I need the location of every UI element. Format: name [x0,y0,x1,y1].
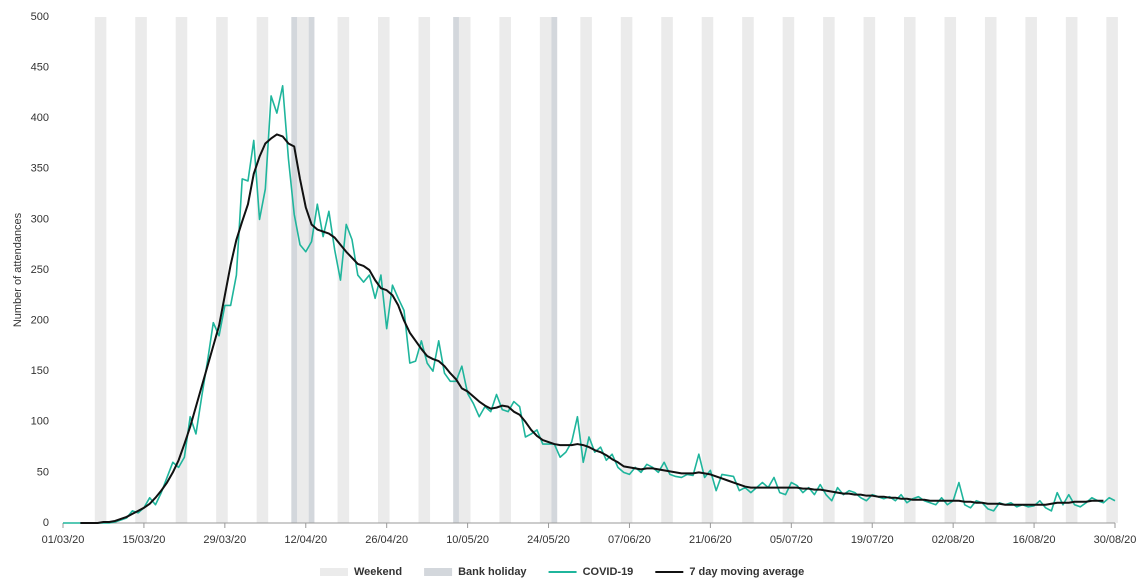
x-tick-label: 15/03/20 [123,534,166,546]
band [580,17,592,523]
x-tick-label: 16/08/20 [1013,534,1056,546]
y-tick-label: 200 [31,315,49,327]
x-tick-label: 19/07/20 [851,534,894,546]
legend-label: COVID-19 [583,566,634,578]
band [458,17,471,523]
x-tick-label: 30/08/20 [1094,534,1137,546]
band [782,17,795,523]
band [984,17,997,523]
y-tick-label: 250 [31,264,49,276]
band [539,17,552,523]
band [863,17,876,523]
x-tick-label: 24/05/20 [527,534,570,546]
y-tick-label: 350 [31,163,49,175]
band [1106,17,1118,523]
y-axis-title: Number of attendances [12,212,24,327]
legend-swatch [320,568,348,576]
x-tick-label: 21/06/20 [689,534,732,546]
series-line [80,133,1104,524]
y-tick-label: 300 [31,213,49,225]
y-tick-label: 50 [37,466,49,478]
band [701,17,714,523]
y-tick-label: 500 [31,11,49,23]
band [904,17,916,523]
band [1065,17,1078,523]
band [297,17,309,523]
band [453,17,459,523]
band [499,17,511,523]
band [1025,17,1037,523]
band [308,17,315,523]
band [216,17,228,523]
x-tick-label: 07/06/20 [608,534,651,546]
band [418,17,431,523]
x-tick-label: 02/08/20 [932,534,975,546]
y-tick-label: 0 [43,517,49,529]
band [620,17,633,523]
band [378,17,390,523]
band [175,17,188,523]
x-tick-label: 29/03/20 [203,534,246,546]
band [823,17,835,523]
legend-label: Bank holiday [458,566,527,578]
band [337,17,350,523]
y-tick-label: 150 [31,365,49,377]
band [94,17,107,523]
x-tick-label: 05/07/20 [770,534,813,546]
y-tick-label: 100 [31,416,49,428]
band [661,17,673,523]
legend-label: 7 day moving average [689,566,804,578]
x-tick-label: 12/04/20 [284,534,327,546]
y-tick-label: 400 [31,112,49,124]
legend-label: Weekend [354,566,402,578]
band [256,17,269,523]
band [135,17,147,523]
band [944,17,957,523]
band [551,17,558,523]
x-tick-label: 26/04/20 [365,534,408,546]
x-tick-label: 01/03/20 [42,534,85,546]
band [291,17,298,523]
y-tick-label: 450 [31,62,49,74]
legend-swatch [424,568,453,576]
x-tick-label: 10/05/20 [446,534,489,546]
band [742,17,754,523]
